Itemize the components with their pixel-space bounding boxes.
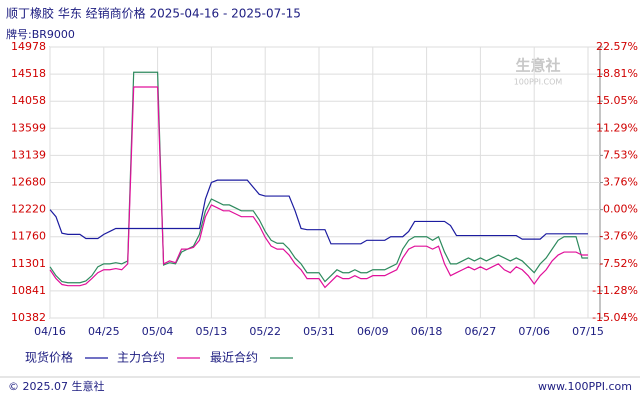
y-tick-label: 12220: [11, 203, 46, 216]
watermark-name: 生意社: [515, 57, 560, 75]
y2-tick-label: 3.76%: [603, 176, 638, 189]
y2-tick-label: 18.81%: [596, 67, 638, 80]
y2-tick-label: 7.53%: [603, 148, 638, 161]
x-tick-label: 05/04: [142, 325, 174, 338]
y-tick-label: 11760: [11, 230, 46, 243]
series-line: [49, 71, 588, 284]
y-tick-label: 14518: [11, 67, 46, 80]
y2-tick-label: -7.52%: [599, 257, 638, 270]
x-tick-label: 06/18: [411, 325, 443, 338]
y2-tick-label: -11.28%: [592, 284, 638, 297]
footer-left: © 2025.07 生意社: [8, 379, 104, 393]
series-line: [49, 179, 588, 245]
y-tick-label: 14058: [11, 94, 46, 107]
watermark-site: 100PPI.COM: [514, 78, 563, 87]
legend-label: 最近合约: [210, 350, 258, 365]
y2-tick-label: 15.05%: [596, 94, 638, 107]
chart-subtitle: 牌号:BR9000: [6, 27, 75, 41]
x-tick-label: 07/15: [572, 325, 604, 338]
legend-label: 主力合约: [117, 350, 165, 365]
x-tick-label: 05/22: [249, 325, 281, 338]
y-tick-label: 13139: [11, 148, 46, 161]
series-line: [49, 86, 588, 289]
y2-tick-label: 22.57%: [596, 40, 638, 53]
x-tick-label: 06/09: [357, 325, 389, 338]
y-tick-label: 10841: [11, 284, 46, 297]
y2-tick-label: -3.76%: [599, 230, 638, 243]
y-tick-label: 13599: [11, 121, 46, 134]
x-tick-label: 07/06: [518, 325, 550, 338]
legend-label: 现货价格: [25, 350, 73, 365]
y-tick-label: 14978: [11, 40, 46, 53]
chart-title: 顺丁橡胶 华东 经销商价格 2025-04-16 - 2025-07-15: [6, 6, 301, 21]
footer-right: www.100PPI.com: [538, 380, 632, 393]
y2-tick-label: 0.00%: [603, 203, 638, 216]
y-tick-label: 12680: [11, 176, 46, 189]
x-tick-label: 06/27: [465, 325, 497, 338]
x-tick-label: 04/25: [88, 325, 120, 338]
x-tick-label: 05/31: [303, 325, 335, 338]
y2-tick-label: -15.04%: [592, 311, 638, 324]
x-tick-label: 04/16: [34, 325, 66, 338]
x-tick-label: 05/13: [196, 325, 228, 338]
y2-tick-label: 11.29%: [596, 121, 638, 134]
y-tick-label: 11301: [11, 257, 46, 270]
y-tick-label: 10382: [11, 311, 46, 324]
